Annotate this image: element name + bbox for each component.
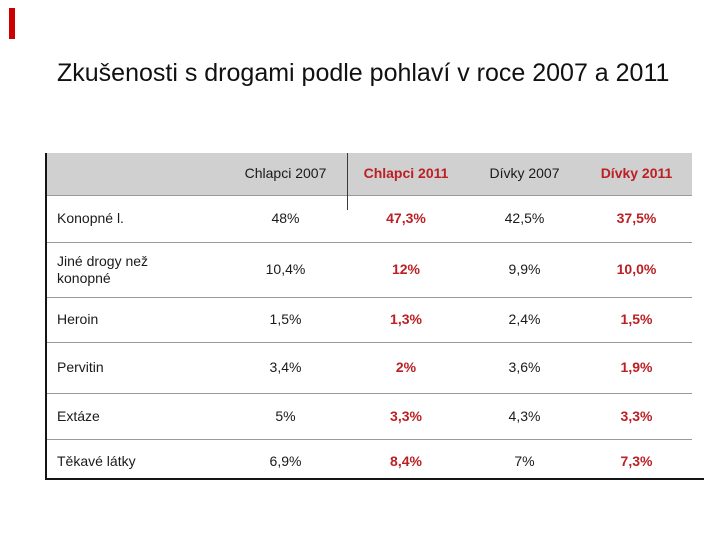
header-cell-divky-2007: Dívky 2007 <box>489 165 560 182</box>
value-divky-2011: 10,0% <box>616 261 657 278</box>
row-label: Extáze <box>57 407 100 424</box>
table-row-konopne: Konopné l. 48% 47,3% 42,5% 37,5% <box>47 195 692 242</box>
row-label: Jiné drogy než konopné <box>57 252 149 287</box>
value-divky-2007: 9,9% <box>508 261 541 278</box>
value-chlapci-2007: 10,4% <box>265 261 306 278</box>
value-divky-2011: 1,9% <box>620 359 653 376</box>
value-divky-2007: 7% <box>514 453 535 470</box>
header-cell-chlapci-2011: Chlapci 2011 <box>363 165 449 182</box>
value-divky-2007: 42,5% <box>504 210 545 227</box>
value-divky-2011: 1,5% <box>620 311 653 328</box>
row-label: Pervitin <box>57 359 104 376</box>
slide-title: Zkušenosti s drogami podle pohlaví v roc… <box>57 59 670 87</box>
value-divky-2007: 3,6% <box>508 359 541 376</box>
slide-accent-bar <box>9 8 15 39</box>
value-chlapci-2011: 2% <box>395 359 417 376</box>
value-chlapci-2007: 48% <box>271 210 300 227</box>
value-divky-2011: 3,3% <box>620 407 653 424</box>
table-row-pervitin: Pervitin 3,4% 2% 3,6% 1,9% <box>47 342 692 393</box>
row-label: Konopné l. <box>57 210 124 227</box>
table-header-row: Chlapci 2007 Chlapci 2011 Dívky 2007 Dív… <box>47 153 692 195</box>
row-label: Heroin <box>57 311 99 328</box>
table-row-extaze: Extáze 5% 3,3% 4,3% 3,3% <box>47 393 692 439</box>
table-cell-border-fragment <box>347 153 348 210</box>
value-divky-2011: 37,5% <box>616 210 657 227</box>
value-chlapci-2011: 8,4% <box>390 453 422 470</box>
value-divky-2007: 4,3% <box>508 407 541 424</box>
value-chlapci-2007: 5% <box>275 407 296 424</box>
header-cell-chlapci-2007: Chlapci 2007 <box>244 165 327 182</box>
header-cell-divky-2011: Dívky 2011 <box>600 165 673 182</box>
value-divky-2007: 2,4% <box>508 311 541 328</box>
value-chlapci-2011: 1,3% <box>390 311 422 328</box>
table-row-jine-drogy: Jiné drogy než konopné 10,4% 12% 9,9% 10… <box>47 242 692 297</box>
value-chlapci-2007: 6,9% <box>269 453 302 470</box>
value-chlapci-2011: 12% <box>391 261 421 278</box>
value-chlapci-2007: 1,5% <box>269 311 302 328</box>
value-divky-2011: 7,3% <box>620 453 653 470</box>
table-row-tekave-latky: Těkavé látky 6,9% 8,4% 7% 7,3% <box>47 439 692 484</box>
table-row-heroin: Heroin 1,5% 1,3% 2,4% 1,5% <box>47 297 692 342</box>
value-chlapci-2007: 3,4% <box>269 359 302 376</box>
value-chlapci-2011: 47,3% <box>386 210 426 227</box>
row-label: Těkavé látky <box>57 453 136 470</box>
drug-experience-table: Chlapci 2007 Chlapci 2011 Dívky 2007 Dív… <box>45 153 704 480</box>
value-chlapci-2011: 3,3% <box>390 407 422 424</box>
